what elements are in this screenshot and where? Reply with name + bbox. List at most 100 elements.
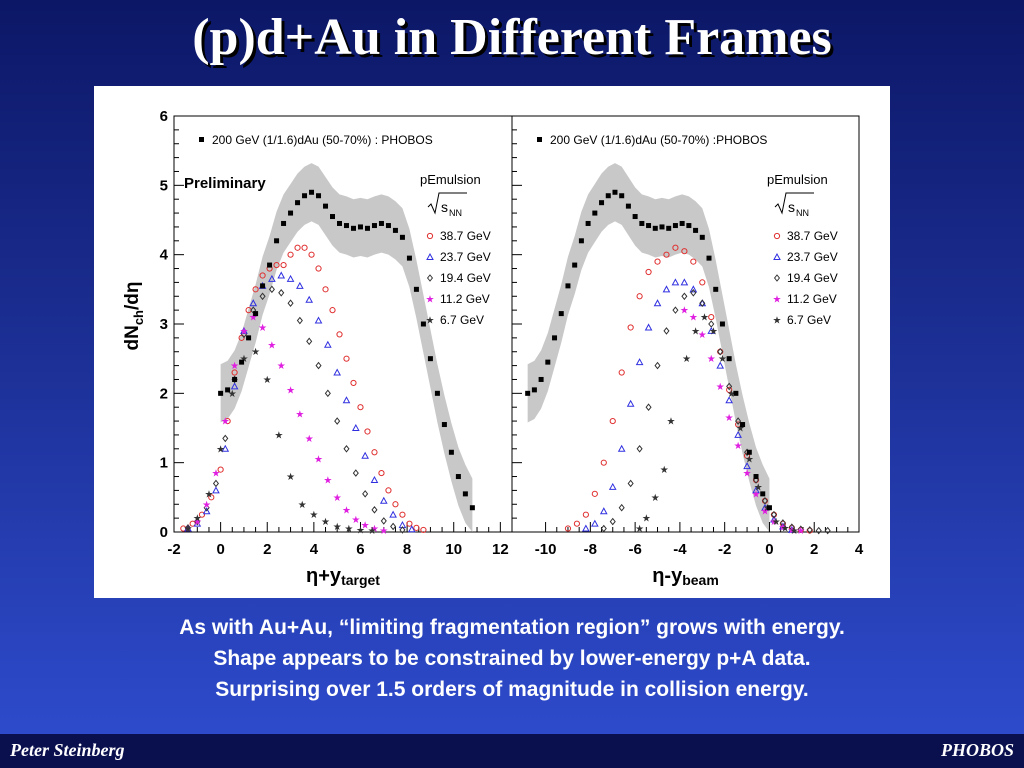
legend-sqrt-s: s [441, 199, 448, 215]
point-23-7-gev [734, 430, 742, 438]
figure-panel: -2 0 2 4 6 8 10 12 0 1 2 3 4 5 6 dNch/dη η+ytarget ★ ★ ★ ★ ★ ★… [94, 86, 890, 598]
point-38-7-gev [294, 244, 301, 251]
point-6-7-gev: ★ [754, 482, 763, 493]
point-19-4-gev [726, 382, 733, 391]
x-label-main: η+y [306, 565, 342, 587]
point-6-7-gev: ★ [691, 326, 700, 337]
point-200-gev-1-1-6-dau-50-70-phobos [246, 335, 252, 341]
series-200-gev-1-1-6-dau-50-70-phobos [525, 189, 772, 511]
point-19-4-gev [681, 292, 688, 301]
point-200-gev-1-1-6-dau-50-70-phobos [309, 189, 315, 195]
point-23-7-gev [662, 285, 671, 293]
point-38-7-gev [322, 286, 329, 293]
point-6-7-gev: ★ [263, 375, 272, 386]
point-200-gev-1-1-6-dau-50-70-phobos [295, 200, 301, 206]
point-19-4-gev [315, 361, 322, 370]
point-19-4-gev [287, 299, 294, 308]
point-38-7-gev [378, 469, 385, 477]
legend-marker-38-7-gev [426, 232, 434, 240]
point-23-7-gev [653, 299, 662, 307]
x-tick-label-4: -4 [673, 541, 687, 558]
point-200-gev-1-1-6-dau-50-70-phobos [612, 189, 618, 195]
point-200-gev-1-1-6-dau-50-70-phobos [599, 200, 605, 206]
point-200-gev-1-1-6-dau-50-70-phobos [260, 283, 266, 289]
legend-marker-38-7-gev [773, 232, 781, 240]
point-19-4-gev [240, 330, 247, 339]
legend-marker-6-7-gev: ★ [773, 316, 782, 327]
x-tick-label-12: 12 [492, 541, 509, 558]
point-200-gev-1-1-6-dau-50-70-phobos [323, 203, 329, 209]
point-38-7-gev [371, 449, 378, 456]
point-23-7-gev [707, 326, 716, 334]
point-6-7-gev: ★ [666, 417, 675, 428]
point-38-7-gev [600, 459, 607, 466]
point-11-2-gev: ★ [778, 523, 787, 534]
point-6-7-gev: ★ [642, 514, 651, 525]
point-38-7-gev [357, 404, 364, 411]
series-11-2-gev: ★★★★★★★★★★★★★★★★★★★★ ★ ★ [184, 313, 389, 538]
y-tick-label-2: 2 [160, 385, 168, 402]
point-6-7-gev: ★ [745, 455, 754, 466]
point-19-4-gev [268, 285, 275, 294]
point-38-7-gev [224, 417, 231, 425]
x-tick-label-6: 6 [356, 541, 364, 558]
y-tick-label-0: 0 [160, 524, 168, 541]
point-38-7-gev [399, 511, 406, 518]
point-200-gev-1-1-6-dau-50-70-phobos [462, 491, 468, 497]
point-6-7-gev: ★ [700, 313, 709, 324]
point-19-4-gev [278, 288, 285, 297]
point-200-gev-1-1-6-dau-50-70-phobos [760, 491, 766, 497]
point-23-7-gev [212, 486, 220, 494]
point-200-gev-1-1-6-dau-50-70-phobos [239, 359, 245, 365]
point-200-gev-1-1-6-dau-50-70-phobos [232, 376, 238, 382]
point-19-4-gev [627, 479, 634, 488]
point-11-2-gev: ★ [230, 361, 239, 372]
point-200-gev-1-1-6-dau-50-70-phobos [253, 311, 259, 317]
point-19-4-gev [399, 526, 406, 534]
point-19-4-gev [797, 525, 804, 534]
point-23-7-gev [379, 496, 388, 504]
point-38-7-gev [315, 265, 322, 272]
point-38-7-gev [663, 251, 670, 258]
point-19-4-gev [296, 316, 303, 325]
point-200-gev-1-1-6-dau-50-70-phobos [686, 223, 692, 229]
point-11-2-gev: ★ [221, 417, 230, 428]
point-23-7-gev [752, 486, 760, 494]
point-200-gev-1-1-6-dau-50-70-phobos [455, 474, 461, 480]
legend-marker-19-4-gev [426, 274, 434, 282]
legend-sqrt-sub: NN [449, 208, 462, 218]
point-19-4-gev [645, 403, 652, 412]
point-38-7-gev [364, 428, 371, 435]
point-200-gev-1-1-6-dau-50-70-phobos [441, 422, 447, 428]
point-6-7-gev: ★ [193, 514, 202, 525]
point-23-7-gev [296, 281, 304, 289]
x-tick-label-10: 10 [445, 541, 462, 558]
point-38-7-gev [406, 520, 413, 527]
point-200-gev-1-1-6-dau-50-70-phobos [434, 390, 440, 396]
series-200-gev-1-1-6-dau-50-70-phobos [218, 189, 475, 511]
x-axis-label: η+ytarget [306, 565, 380, 588]
point-6-7-gev: ★ [682, 354, 691, 365]
point-23-7-gev [671, 278, 680, 286]
point-19-4-gev [654, 361, 661, 370]
point-38-7-gev [681, 248, 688, 255]
point-200-gev-1-1-6-dau-50-70-phobos [632, 214, 638, 220]
point-38-7-gev [217, 466, 224, 473]
point-6-7-gev: ★ [321, 517, 330, 528]
x-tick-label-6: -6 [628, 541, 641, 558]
point-6-7-gev: ★ [356, 525, 365, 536]
point-23-7-gev [680, 278, 689, 286]
point-38-7-gev [273, 261, 280, 269]
point-38-7-gev [343, 355, 350, 362]
point-23-7-gev [389, 510, 397, 518]
point-19-4-gev [717, 347, 724, 356]
point-200-gev-1-1-6-dau-50-70-phobos [364, 225, 370, 231]
point-11-2-gev: ★ [277, 361, 286, 372]
point-23-7-gev [635, 358, 644, 366]
point-6-7-gev: ★ [709, 326, 718, 337]
legend-label-6-7-gev: 6.7 GeV [787, 313, 831, 327]
legend-phobos-label: 200 GeV (1/1.6)dAu (50-70%) :PHOBOS [550, 133, 767, 147]
point-19-4-gev [334, 417, 341, 425]
point-200-gev-1-1-6-dau-50-70-phobos [316, 193, 322, 199]
point-11-2-gev: ★ [286, 385, 295, 396]
